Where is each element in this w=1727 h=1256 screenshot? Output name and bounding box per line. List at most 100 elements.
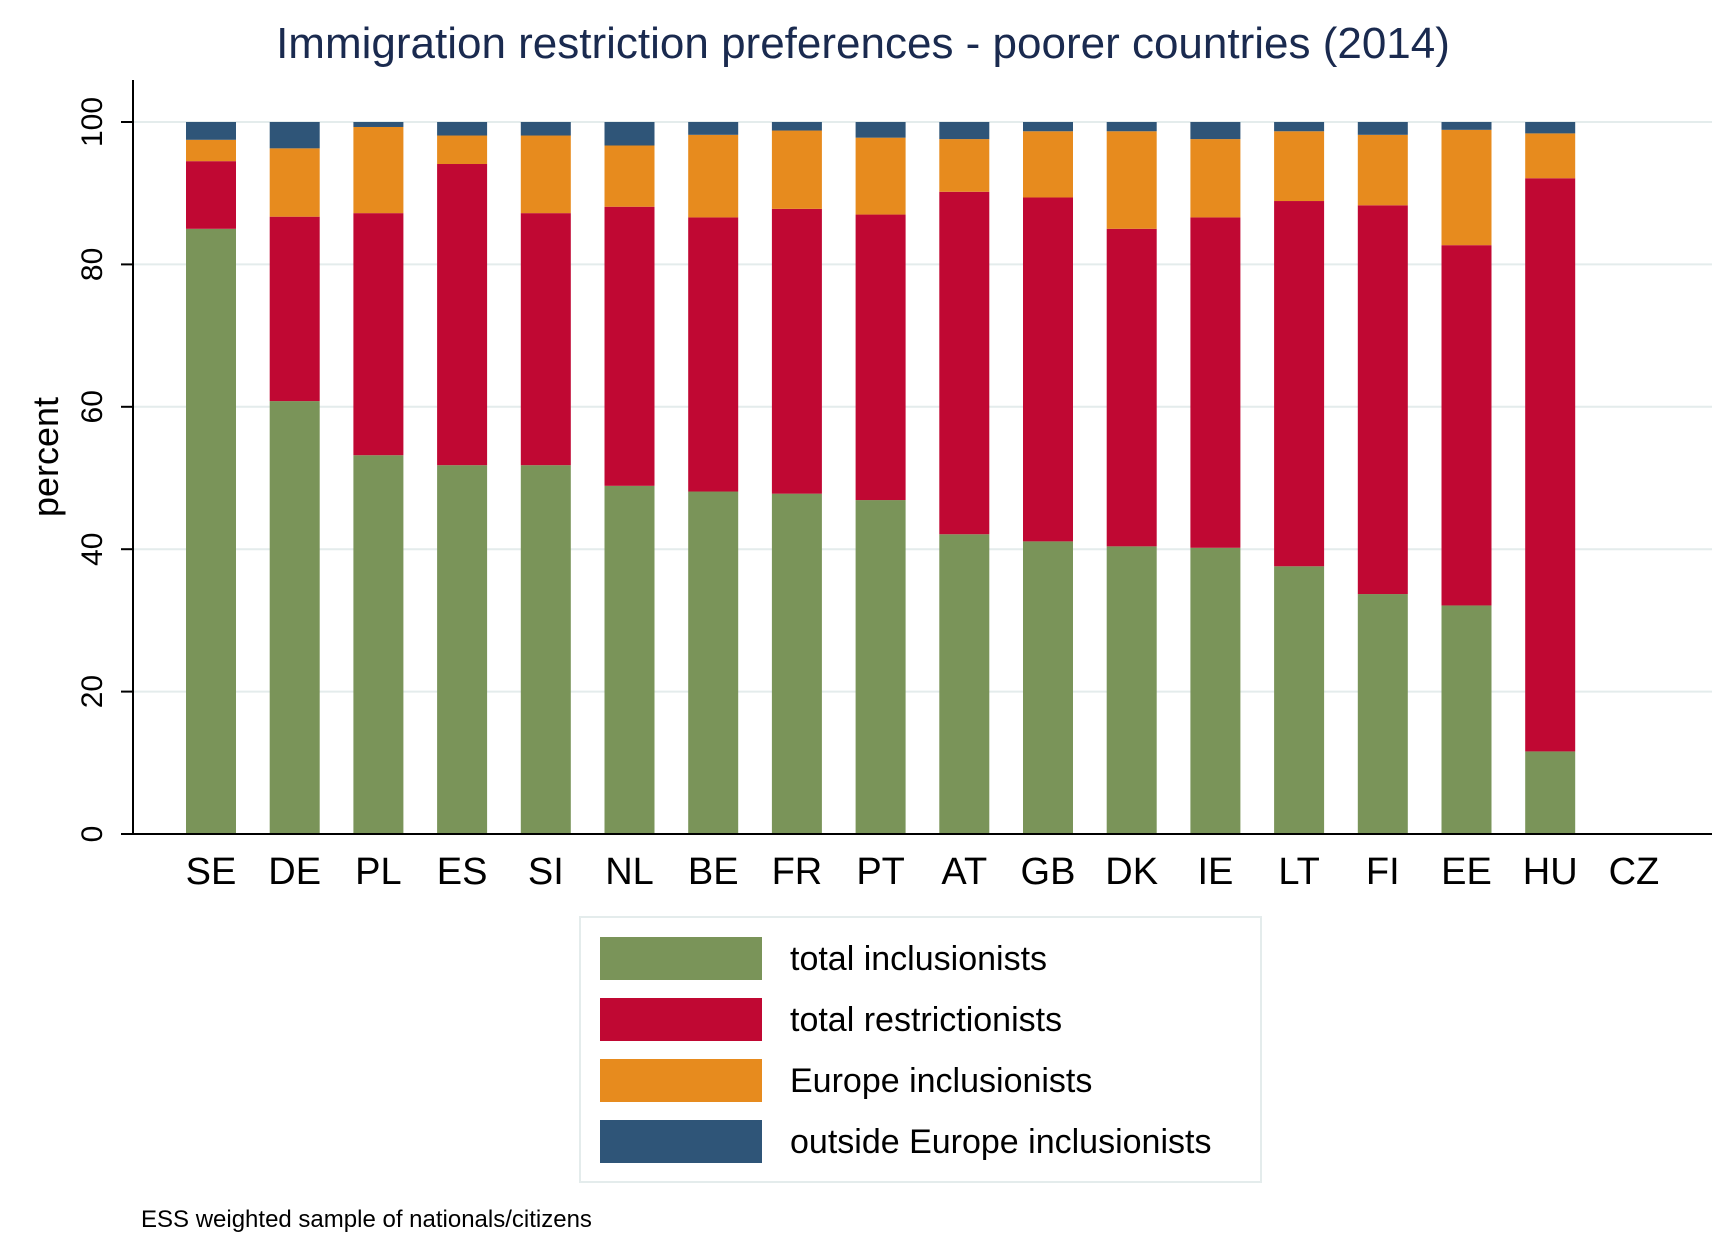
bar-at-series-3 bbox=[939, 122, 990, 140]
x-tick-label: PT bbox=[856, 851, 905, 893]
x-tick-label: SE bbox=[186, 851, 237, 893]
legend-label: outside Europe inclusionists bbox=[790, 1123, 1211, 1161]
bar-ee-series-2 bbox=[1441, 129, 1492, 246]
y-tick-label: 40 bbox=[76, 533, 109, 566]
bar-be-series-3 bbox=[688, 122, 739, 135]
bar-es-series-0 bbox=[437, 465, 488, 834]
bar-si-series-2 bbox=[520, 135, 571, 214]
bar-ee-series-1 bbox=[1441, 245, 1492, 606]
x-tick-label: DK bbox=[1105, 851, 1158, 893]
x-tick-label: IE bbox=[1197, 851, 1233, 893]
bar-dk-series-2 bbox=[1106, 131, 1157, 229]
x-tick-label: HU bbox=[1523, 851, 1578, 893]
x-tick-label: GB bbox=[1021, 851, 1076, 893]
x-tick-label: SI bbox=[528, 851, 564, 893]
bar-pt-series-1 bbox=[855, 214, 906, 501]
bar-gb-series-0 bbox=[1023, 541, 1073, 834]
bar-si-series-1 bbox=[520, 213, 571, 466]
y-tick-label: 0 bbox=[76, 826, 109, 843]
bar-ie-series-1 bbox=[1190, 217, 1241, 548]
bar-fr-series-2 bbox=[771, 130, 822, 209]
bar-fi-series-2 bbox=[1357, 134, 1408, 206]
bar-lt-series-3 bbox=[1274, 122, 1325, 132]
bar-nl-series-2 bbox=[604, 145, 655, 207]
bar-gb-series-3 bbox=[1023, 122, 1073, 132]
x-tick-label: PL bbox=[355, 851, 401, 893]
x-tick-label: NL bbox=[605, 851, 654, 893]
y-ticks: 0 20 40 60 80 100 bbox=[76, 97, 133, 842]
legend: total inclusionists total restrictionists… bbox=[579, 916, 1262, 1183]
bar-hu-series-3 bbox=[1525, 122, 1576, 134]
bar-si-series-0 bbox=[520, 465, 571, 834]
bar-lt-series-2 bbox=[1274, 131, 1325, 202]
bar-pt-series-3 bbox=[855, 122, 906, 138]
bar-dk-series-0 bbox=[1106, 546, 1157, 834]
x-tick-label: CZ bbox=[1609, 851, 1660, 893]
bar-nl-series-3 bbox=[604, 122, 655, 146]
bar-hu-series-0 bbox=[1525, 751, 1576, 834]
bar-pl-series-0 bbox=[353, 455, 404, 834]
bar-pl-series-2 bbox=[353, 126, 404, 214]
legend-swatch bbox=[600, 1059, 762, 1102]
bars bbox=[186, 122, 1576, 835]
x-tick-label: EE bbox=[1441, 851, 1492, 893]
bar-fr-series-3 bbox=[771, 122, 822, 131]
bar-se-series-1 bbox=[186, 161, 236, 229]
bar-se-series-0 bbox=[186, 228, 236, 835]
bar-ee-series-3 bbox=[1441, 122, 1492, 130]
legend-swatch bbox=[600, 1120, 762, 1163]
axes bbox=[132, 80, 1712, 835]
bar-lt-series-0 bbox=[1274, 566, 1325, 834]
x-tick-label: FR bbox=[772, 851, 823, 893]
bar-hu-series-2 bbox=[1525, 133, 1576, 179]
chart-note: ESS weighted sample of nationals/citizen… bbox=[141, 1206, 592, 1233]
bar-es-series-1 bbox=[437, 164, 488, 466]
bar-de-series-1 bbox=[269, 216, 320, 402]
legend-swatch bbox=[600, 937, 762, 980]
bar-hu-series-1 bbox=[1525, 178, 1576, 752]
bar-dk-series-3 bbox=[1106, 122, 1157, 132]
bar-at-series-1 bbox=[939, 191, 990, 535]
legend-label: total restrictionists bbox=[790, 1001, 1062, 1039]
bar-ie-series-0 bbox=[1190, 547, 1241, 834]
bar-de-series-3 bbox=[269, 122, 320, 149]
bar-si-series-3 bbox=[520, 122, 571, 136]
bar-fr-series-1 bbox=[771, 208, 822, 494]
legend-swatch bbox=[600, 998, 762, 1041]
bar-es-series-3 bbox=[437, 122, 488, 136]
bar-at-series-2 bbox=[939, 139, 990, 192]
bar-gb-series-2 bbox=[1023, 131, 1073, 198]
y-axis-label: percent bbox=[25, 397, 66, 517]
bar-de-series-0 bbox=[269, 401, 320, 834]
bar-se-series-3 bbox=[186, 122, 236, 140]
bar-pt-series-0 bbox=[855, 500, 906, 834]
bar-be-series-1 bbox=[688, 217, 739, 492]
bar-pl-series-3 bbox=[353, 122, 404, 127]
bar-be-series-0 bbox=[688, 491, 739, 834]
x-ticks: SE DE PL ES SI NL BE FR PT AT GB DK IE LT FI EE HU CZ bbox=[186, 851, 1660, 893]
bar-dk-series-1 bbox=[1106, 228, 1157, 547]
bar-fi-series-3 bbox=[1357, 122, 1408, 135]
legend-label: total inclusionists bbox=[790, 940, 1047, 978]
bar-pt-series-2 bbox=[855, 137, 906, 215]
bar-ee-series-0 bbox=[1441, 605, 1492, 834]
bar-nl-series-0 bbox=[604, 485, 655, 834]
bar-lt-series-1 bbox=[1274, 201, 1325, 567]
bar-de-series-2 bbox=[269, 148, 320, 217]
chart-title: Immigration restriction preferences - po… bbox=[276, 19, 1450, 68]
bar-ie-series-2 bbox=[1190, 139, 1241, 218]
bar-se-series-2 bbox=[186, 139, 236, 162]
bar-es-series-2 bbox=[437, 135, 488, 165]
x-tick-label: LT bbox=[1278, 851, 1320, 893]
y-tick-label: 20 bbox=[76, 675, 109, 708]
x-tick-label: ES bbox=[437, 851, 488, 893]
bar-ie-series-3 bbox=[1190, 122, 1241, 140]
x-tick-label: AT bbox=[941, 851, 987, 893]
y-tick-label: 60 bbox=[76, 390, 109, 423]
bar-gb-series-1 bbox=[1023, 197, 1073, 542]
bar-fi-series-1 bbox=[1357, 205, 1408, 595]
bar-fr-series-0 bbox=[771, 493, 822, 834]
x-tick-label: BE bbox=[688, 851, 739, 893]
bar-at-series-0 bbox=[939, 534, 990, 834]
